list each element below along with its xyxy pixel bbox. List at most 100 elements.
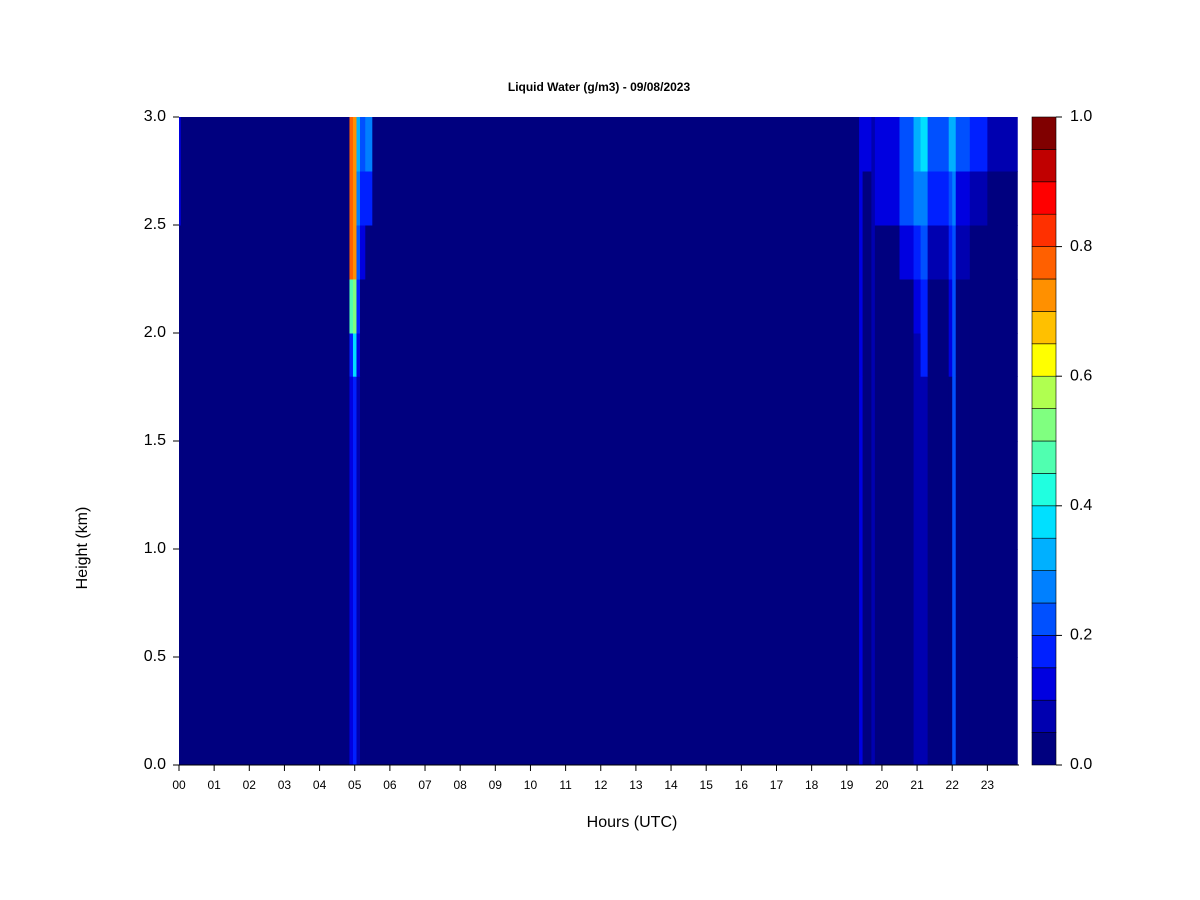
heat-cell xyxy=(920,171,929,226)
heat-cell xyxy=(987,549,1018,658)
heat-cell xyxy=(356,225,361,280)
colorbar-band xyxy=(1031,278,1057,312)
heat-cell xyxy=(360,376,366,442)
colorbar-band xyxy=(1031,343,1057,377)
colorbar-band xyxy=(1031,602,1057,636)
heat-cell xyxy=(365,171,373,226)
x-tick-label: 21 xyxy=(910,778,924,792)
y-tick-label: 0.0 xyxy=(144,756,166,773)
heat-cell xyxy=(862,333,872,377)
heat-cell xyxy=(969,117,988,172)
heat-cell xyxy=(955,117,971,172)
heat-cell xyxy=(365,657,373,766)
heat-cell xyxy=(874,376,901,442)
heat-cell xyxy=(874,657,901,766)
x-tick-label: 23 xyxy=(981,778,995,792)
heat-cell xyxy=(372,117,860,172)
heat-cell xyxy=(874,279,901,334)
heat-cell xyxy=(969,441,988,550)
heat-cell xyxy=(859,279,864,334)
y-tick-label: 3.0 xyxy=(144,108,166,125)
heat-cell xyxy=(871,441,876,550)
colorbar-tick-label: 1.0 xyxy=(1070,108,1092,125)
heat-cell xyxy=(372,279,860,334)
heat-cell xyxy=(360,225,366,280)
colorbar-band xyxy=(1031,635,1057,669)
colorbar-band xyxy=(1031,149,1057,183)
heat-cell xyxy=(372,657,860,766)
heat-cell xyxy=(352,333,357,377)
heat-cell xyxy=(372,333,860,377)
x-tick-label: 04 xyxy=(313,778,327,792)
colorbar-band xyxy=(1031,537,1057,571)
heat-cell xyxy=(871,279,876,334)
heat-cell xyxy=(356,376,361,442)
heat-cell xyxy=(365,225,373,280)
heat-cell xyxy=(352,657,357,766)
y-tick-label: 1.5 xyxy=(144,432,166,449)
heat-cell xyxy=(913,279,922,334)
heat-cell xyxy=(913,225,922,280)
heat-cell xyxy=(874,225,901,280)
heat-cell xyxy=(913,117,922,172)
heat-cell xyxy=(352,549,357,658)
heat-cell xyxy=(955,441,971,550)
heat-cell xyxy=(365,376,373,442)
heat-cell xyxy=(179,549,182,658)
colorbar-band xyxy=(1031,375,1057,409)
y-tick-label: 0.5 xyxy=(144,648,166,665)
chart-title: Liquid Water (g/m3) - 09/08/2023 xyxy=(508,80,691,94)
heat-cell xyxy=(360,441,366,550)
heat-cell xyxy=(952,549,957,658)
heat-cell xyxy=(862,441,872,550)
heat-cell xyxy=(179,171,182,226)
colorbar-band xyxy=(1031,116,1057,150)
colorbar-band xyxy=(1031,213,1057,247)
heat-cell xyxy=(899,171,915,226)
colorbar-band xyxy=(1031,408,1057,442)
heat-cell xyxy=(899,117,915,172)
heat-cell xyxy=(349,376,354,442)
heat-cell xyxy=(180,441,184,550)
heat-cell xyxy=(955,657,971,766)
heat-cell xyxy=(874,117,901,172)
x-tick-label: 10 xyxy=(524,778,538,792)
heat-cell xyxy=(927,333,950,377)
heat-cell xyxy=(182,549,350,658)
heat-cell xyxy=(179,333,182,377)
heat-cell xyxy=(349,441,354,550)
heat-cell xyxy=(349,333,354,377)
heat-cell xyxy=(360,333,366,377)
x-tick-label: 15 xyxy=(700,778,714,792)
heat-cell xyxy=(969,225,988,280)
heat-cell xyxy=(987,376,1018,442)
heat-cell xyxy=(179,441,182,550)
heat-cell xyxy=(987,225,1018,280)
x-tick-label: 19 xyxy=(840,778,854,792)
colorbar-tick-label: 0.8 xyxy=(1070,238,1092,255)
heat-cell xyxy=(927,225,950,280)
heat-cell xyxy=(955,333,971,377)
x-tick-label: 01 xyxy=(207,778,221,792)
heat-cell xyxy=(871,117,876,172)
x-tick-label: 20 xyxy=(875,778,889,792)
heat-cell xyxy=(349,279,354,334)
x-tick-label: 03 xyxy=(278,778,292,792)
x-tick-label: 05 xyxy=(348,778,362,792)
x-tick-label: 09 xyxy=(489,778,503,792)
heat-cell xyxy=(862,279,872,334)
x-tick-label: 16 xyxy=(735,778,749,792)
heat-cell xyxy=(862,657,872,766)
colorbar-band xyxy=(1031,505,1057,539)
heat-cell xyxy=(987,333,1018,377)
heat-cell xyxy=(927,279,950,334)
heat-cell xyxy=(179,117,182,172)
x-tick-label: 00 xyxy=(172,778,186,792)
colorbar-band xyxy=(1031,311,1057,345)
colorbar-tick-label: 0.6 xyxy=(1070,367,1092,384)
colorbar-band xyxy=(1031,440,1057,474)
heat-cell xyxy=(360,279,366,334)
heat-cell xyxy=(927,171,950,226)
heat-cell xyxy=(349,225,354,280)
heat-cell xyxy=(871,657,876,766)
